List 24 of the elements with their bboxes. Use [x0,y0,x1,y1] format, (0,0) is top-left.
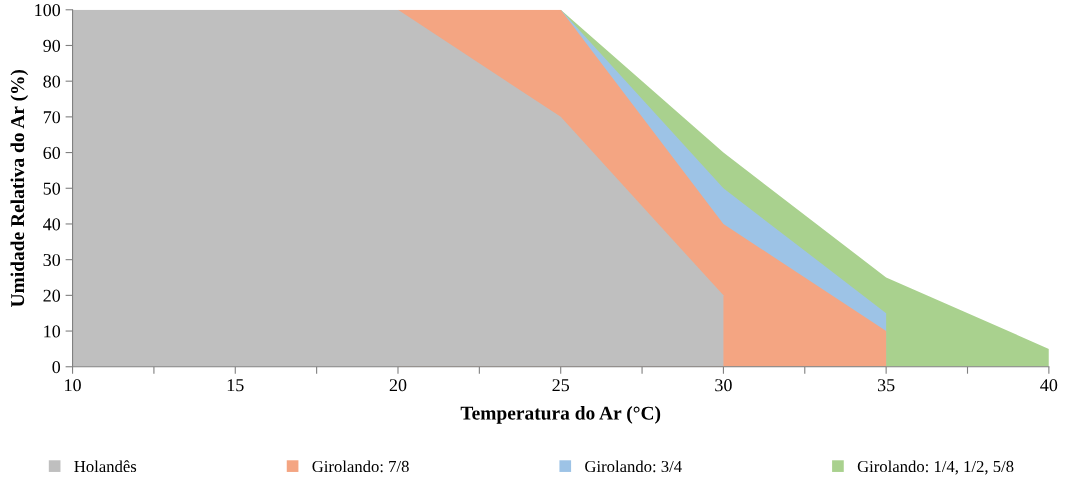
x-tick-label: 20 [389,379,407,392]
y-tick-label: 30 [43,253,61,267]
y-tick-label: 60 [43,146,61,160]
legend-label: Girolando: 3/4 [585,460,682,473]
y-tick-label: 40 [43,218,61,231]
legend-label: Girolando: 7/8 [312,460,409,473]
legend-label: Girolando: 1/4, 1/2, 5/8 [857,460,1014,475]
x-tick-label: 25 [552,379,570,392]
x-tick-label: 30 [715,379,732,392]
x-tick-label: 10 [65,379,81,392]
y-tick-label: 100 [35,4,61,17]
y-tick-label: 10 [44,325,61,338]
legend-label: Holandês [74,460,137,473]
y-tick-label: 50 [43,182,61,195]
y-tick-label: 90 [43,39,61,52]
y-tick-label: 0 [52,361,61,374]
x-tick-label: 40 [1040,379,1058,392]
x-tick-label: 15 [227,379,244,392]
y-tick-label: 80 [43,75,61,88]
x-tick-label: 35 [877,379,895,392]
y-tick-label: 70 [43,111,61,124]
y-axis-title: Umidade Relativa do Ar (%) [10,69,29,307]
x-axis-title: Temperatura do Ar (°C) [460,406,661,424]
y-tick-label: 20 [43,289,61,302]
